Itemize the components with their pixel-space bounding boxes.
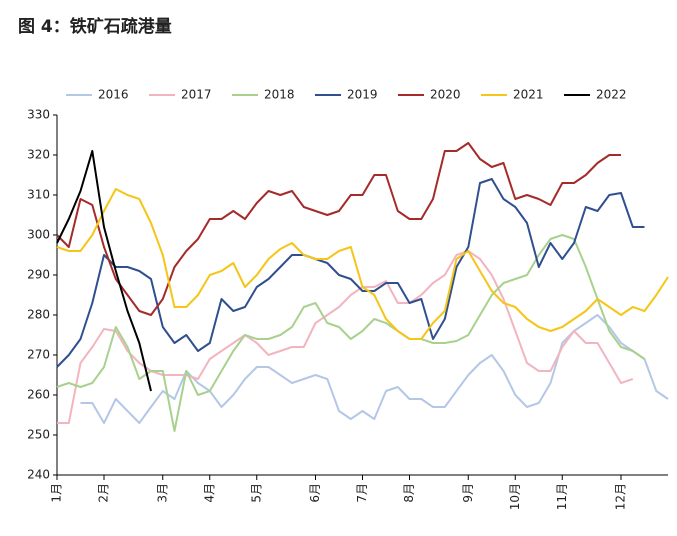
x-tick-label: 5月 <box>249 483 263 503</box>
legend-label: 2020 <box>430 88 461 102</box>
legend-label: 2019 <box>347 88 378 102</box>
y-tick-label: 290 <box>27 268 50 282</box>
series-line <box>56 178 645 368</box>
y-tick-label: 270 <box>27 348 50 362</box>
y-tick-label: 310 <box>27 188 50 202</box>
series-line <box>80 314 669 424</box>
x-tick-label: 12月 <box>614 483 628 510</box>
legend-label: 2021 <box>513 88 544 102</box>
x-tick-label: 4月 <box>202 483 216 503</box>
x-tick-label: 10月 <box>508 483 522 510</box>
x-tick-label: 2月 <box>97 483 111 503</box>
x-tick-label: 6月 <box>308 483 322 503</box>
legend-label: 2022 <box>596 88 627 102</box>
legend-label: 2016 <box>98 88 129 102</box>
y-tick-label: 330 <box>27 108 50 122</box>
y-tick-label: 260 <box>27 388 50 402</box>
chart-title: 图 4：铁矿石疏港量 <box>18 16 172 37</box>
series-line <box>56 142 621 316</box>
x-tick-label: 8月 <box>402 483 416 503</box>
x-tick-label: 1月 <box>50 483 64 503</box>
series-line <box>56 188 669 340</box>
y-tick-label: 250 <box>27 428 50 442</box>
y-tick-label: 240 <box>27 468 50 482</box>
x-tick-label: 3月 <box>155 483 169 503</box>
series-line <box>56 150 152 392</box>
legend-label: 2018 <box>264 88 295 102</box>
x-tick-label: 7月 <box>355 483 369 503</box>
y-tick-label: 320 <box>27 148 50 162</box>
y-tick-label: 300 <box>27 228 50 242</box>
x-tick-label: 9月 <box>461 483 475 503</box>
y-tick-label: 280 <box>27 308 50 322</box>
series-line <box>56 234 646 432</box>
legend-label: 2017 <box>181 88 212 102</box>
x-tick-label: 11月 <box>555 483 569 510</box>
